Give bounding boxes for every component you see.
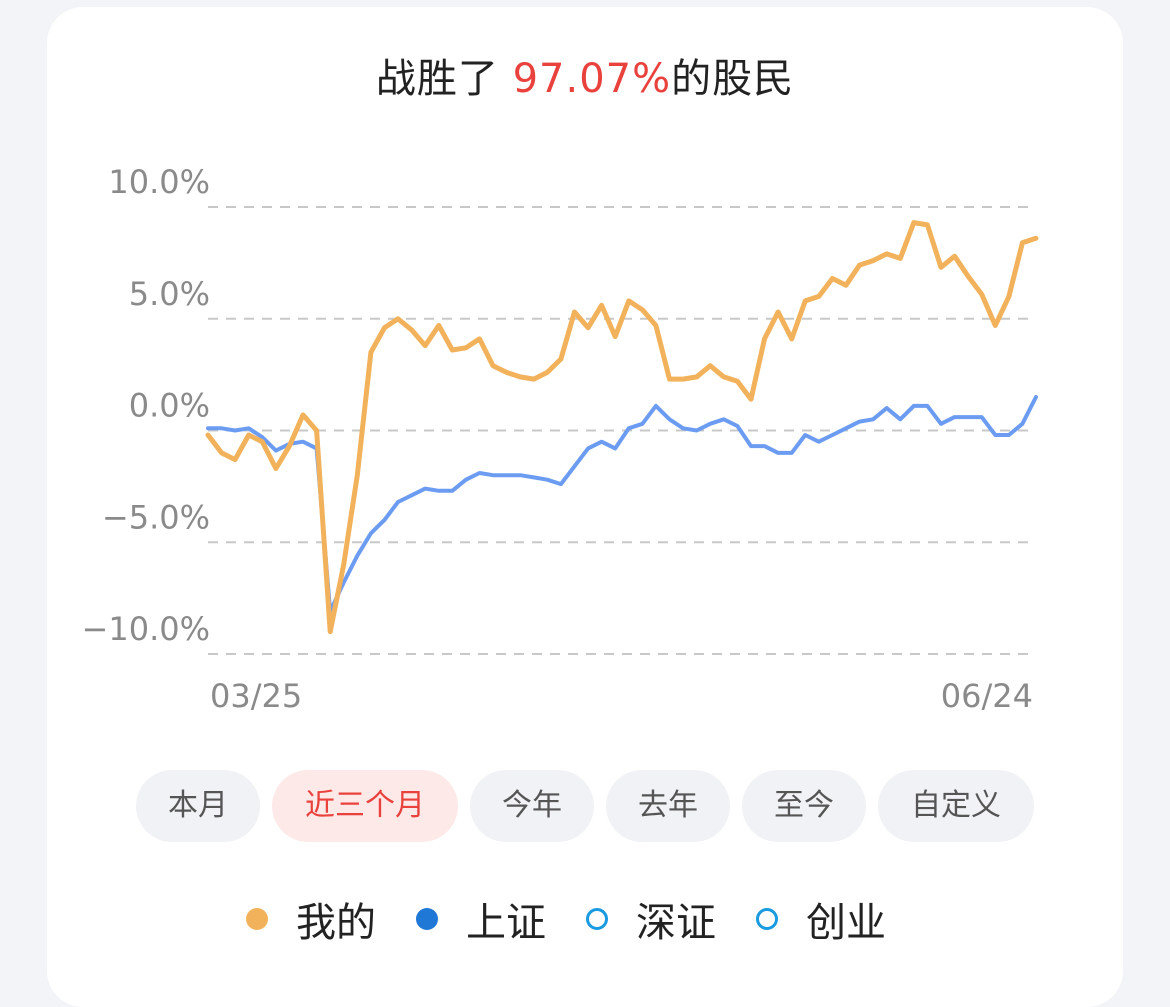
range-this-month-button[interactable]: 本月: [136, 770, 260, 842]
legend-mine[interactable]: 我的: [246, 890, 376, 948]
range-last-year-button[interactable]: 去年: [606, 770, 730, 842]
y-tick-label: −10.0%: [82, 610, 210, 648]
y-tick-label: 5.0%: [129, 275, 210, 313]
legend-dot-icon: [586, 908, 608, 930]
range-custom-button[interactable]: 自定义: [878, 770, 1034, 842]
legend-chinext[interactable]: 创业: [756, 890, 886, 948]
legend-shenzhen[interactable]: 深证: [586, 890, 716, 948]
title-prefix: 战胜了: [375, 56, 513, 102]
title-percent: 97.07%: [512, 56, 672, 102]
range-to-date-button[interactable]: 至今: [742, 770, 866, 842]
series-line-mine: [205, 220, 1039, 635]
legend-dot-icon: [246, 908, 268, 930]
legend-label: 上证: [466, 900, 546, 946]
legend-label: 创业: [806, 900, 886, 946]
performance-line-chart: 10.0% 5.0% 0.0% −5.0% −10.0%03/25 06/24: [82, 163, 1039, 715]
chart-legend: 我的 上证 深证 创业: [246, 890, 926, 948]
range-this-year-button[interactable]: 今年: [470, 770, 594, 842]
time-range-selector: 本月 近三个月 今年 去年 至今 自定义: [136, 770, 1034, 842]
page-title: 战胜了 97.07%的股民: [0, 46, 1170, 104]
range-last-3-months-button[interactable]: 近三个月: [272, 770, 458, 842]
title-suffix: 的股民: [671, 56, 795, 102]
y-tick-label: 0.0%: [129, 387, 210, 425]
y-tick-label: −5.0%: [102, 498, 210, 536]
legend-label: 我的: [296, 900, 376, 946]
legend-dot-icon: [416, 908, 438, 930]
legend-dot-icon: [756, 908, 778, 930]
y-tick-label: 10.0%: [108, 163, 210, 201]
x-tick-label: 03/25: [210, 677, 302, 715]
x-tick-label: 06/24: [941, 677, 1033, 715]
legend-shanghai[interactable]: 上证: [416, 890, 546, 948]
series-line-shanghai: [206, 395, 1038, 614]
legend-label: 深证: [636, 900, 716, 946]
